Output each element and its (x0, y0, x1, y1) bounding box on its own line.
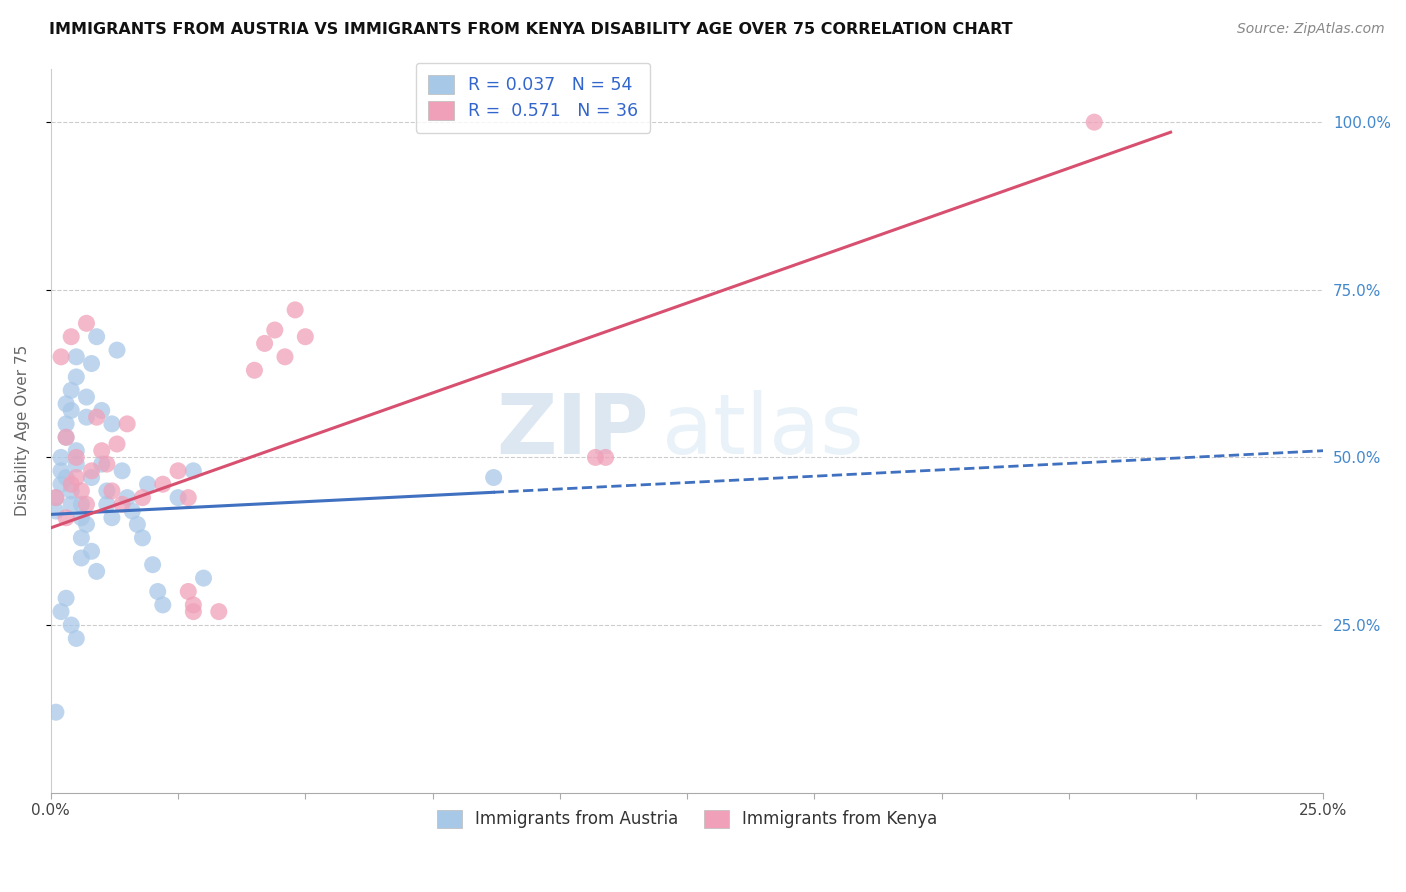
Text: Source: ZipAtlas.com: Source: ZipAtlas.com (1237, 22, 1385, 37)
Point (583, 450, 606, 465)
Point (45, 491, 67, 505)
Point (152, 477, 174, 491)
Point (90, 443, 112, 458)
Point (80, 470, 103, 484)
Point (177, 584, 200, 599)
Point (146, 584, 169, 599)
Point (243, 363, 266, 377)
Point (55, 430, 77, 444)
Point (60, 384, 83, 398)
Point (131, 531, 153, 545)
Point (65, 632, 87, 646)
Point (60, 403, 83, 417)
Point (60, 483, 83, 498)
Point (65, 350, 87, 364)
Point (49, 605, 72, 619)
Point (101, 417, 124, 431)
Point (86, 565, 108, 579)
Point (142, 558, 165, 572)
Point (284, 302, 307, 317)
Point (65, 370, 87, 384)
Point (595, 450, 617, 465)
Point (49, 450, 72, 465)
Point (183, 598, 205, 612)
Point (65, 443, 87, 458)
Point (55, 591, 77, 606)
Point (55, 510, 77, 524)
Point (111, 464, 134, 478)
Point (115, 417, 138, 431)
Point (294, 329, 316, 343)
Point (65, 470, 87, 484)
Point (96, 457, 118, 471)
Point (121, 504, 143, 518)
Point (183, 605, 205, 619)
Point (45, 705, 67, 719)
Legend: Immigrants from Austria, Immigrants from Kenya: Immigrants from Austria, Immigrants from… (430, 803, 943, 835)
Point (105, 343, 128, 358)
Point (60, 329, 83, 343)
Point (183, 464, 205, 478)
Point (90, 403, 112, 417)
Point (274, 350, 297, 364)
Point (75, 517, 97, 532)
Point (80, 544, 103, 558)
Point (70, 551, 93, 566)
Point (60, 497, 83, 511)
Point (131, 491, 153, 505)
Point (70, 510, 93, 524)
Point (263, 323, 285, 337)
Text: atlas: atlas (662, 390, 863, 471)
Point (167, 491, 190, 505)
Point (101, 510, 124, 524)
Point (136, 477, 159, 491)
Point (482, 470, 505, 484)
Point (75, 390, 97, 404)
Text: ZIP: ZIP (496, 390, 650, 471)
Point (45, 491, 67, 505)
Point (208, 605, 231, 619)
Point (65, 457, 87, 471)
Point (75, 497, 97, 511)
Text: IMMIGRANTS FROM AUSTRIA VS IMMIGRANTS FROM KENYA DISABILITY AGE OVER 75 CORRELAT: IMMIGRANTS FROM AUSTRIA VS IMMIGRANTS FR… (49, 22, 1012, 37)
Point (45, 504, 67, 518)
Point (90, 457, 112, 471)
Point (70, 497, 93, 511)
Point (86, 329, 108, 343)
Point (60, 618, 83, 632)
Point (193, 571, 215, 585)
Point (80, 357, 103, 371)
Point (86, 410, 108, 425)
Point (60, 477, 83, 491)
Point (1083, 115, 1105, 129)
Point (49, 477, 72, 491)
Point (70, 531, 93, 545)
Point (152, 598, 174, 612)
Point (253, 336, 276, 351)
Point (96, 483, 118, 498)
Point (101, 483, 124, 498)
Y-axis label: Disability Age Over 75: Disability Age Over 75 (15, 345, 30, 516)
Point (75, 410, 97, 425)
Point (55, 430, 77, 444)
Point (70, 483, 93, 498)
Point (167, 464, 190, 478)
Point (65, 450, 87, 465)
Point (96, 497, 118, 511)
Point (105, 437, 128, 451)
Point (55, 470, 77, 484)
Point (49, 464, 72, 478)
Point (55, 397, 77, 411)
Point (177, 491, 200, 505)
Point (80, 464, 103, 478)
Point (75, 316, 97, 330)
Point (49, 350, 72, 364)
Point (55, 417, 77, 431)
Point (127, 517, 149, 532)
Point (111, 497, 134, 511)
Point (115, 491, 138, 505)
